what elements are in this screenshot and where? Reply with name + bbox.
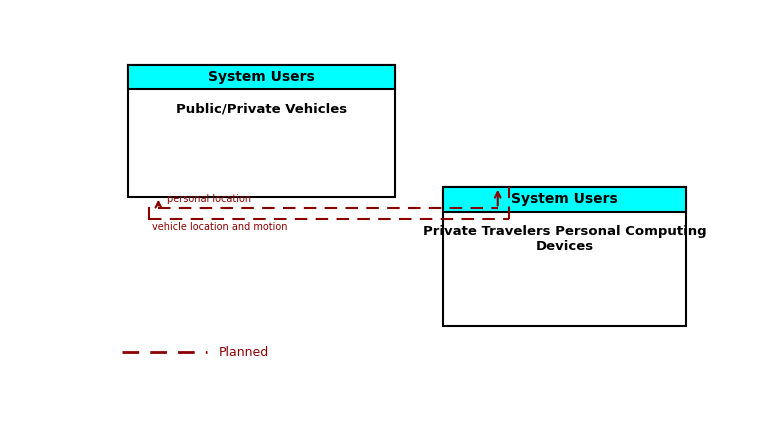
Bar (128, 65, 395, 197)
Text: System Users: System Users (208, 70, 315, 84)
Bar (443, 187, 686, 326)
Text: Planned: Planned (219, 346, 269, 359)
Text: personal location: personal location (167, 194, 252, 205)
Bar (128, 65, 395, 90)
Text: Public/Private Vehicles: Public/Private Vehicles (176, 103, 347, 116)
Text: Private Travelers Personal Computing
Devices: Private Travelers Personal Computing Dev… (422, 225, 706, 253)
Text: System Users: System Users (511, 192, 618, 206)
Bar (443, 187, 686, 211)
Text: vehicle location and motion: vehicle location and motion (152, 222, 288, 232)
